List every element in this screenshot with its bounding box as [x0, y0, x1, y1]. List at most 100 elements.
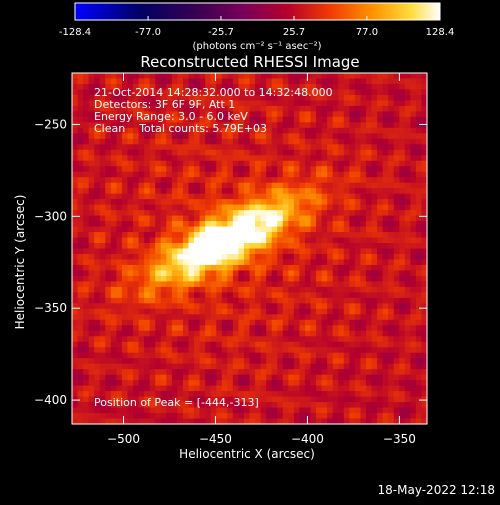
heatmap-cell [194, 330, 201, 337]
heatmap-cell [205, 303, 212, 310]
heatmap-cell [133, 402, 140, 409]
heatmap-cell [338, 253, 345, 261]
heatmap-cell [321, 221, 328, 228]
heatmap-cell [177, 347, 184, 354]
heatmap-cell [188, 188, 195, 195]
heatmap-cell [99, 193, 106, 200]
heatmap-cell [316, 78, 323, 85]
heatmap-cell [277, 330, 284, 337]
heatmap-cell [421, 210, 428, 217]
heatmap-cell [282, 116, 289, 123]
heatmap-cell [205, 155, 212, 162]
heatmap-cell [255, 352, 262, 359]
heatmap-cell [277, 193, 284, 200]
heatmap-cell [360, 177, 367, 184]
heatmap-cell [188, 380, 195, 387]
heatmap-cell [255, 413, 262, 420]
heatmap-cell [343, 171, 350, 178]
heatmap-cell [116, 237, 123, 244]
heatmap-cell [88, 385, 95, 392]
heatmap-cell [410, 155, 417, 162]
heatmap-cell [304, 374, 312, 381]
heatmap-cell [121, 292, 129, 299]
heatmap-cell [227, 116, 234, 123]
heatmap-cell [227, 94, 234, 102]
heatmap-cell [415, 73, 423, 80]
heatmap-cell [121, 144, 129, 151]
heatmap-cell [160, 358, 167, 365]
heatmap-cell [83, 270, 90, 277]
heatmap-cell [133, 286, 140, 293]
heatmap-cell [110, 352, 117, 359]
heatmap-cell [72, 116, 79, 123]
heatmap-cell [182, 380, 190, 387]
heatmap-cell [266, 270, 273, 277]
heatmap-cell [365, 94, 373, 102]
heatmap-cell [349, 166, 356, 173]
heatmap-cell [271, 204, 278, 211]
heatmap-cell [404, 177, 411, 184]
heatmap-cell [327, 275, 334, 282]
heatmap-cell [155, 369, 162, 376]
heatmap-cell [160, 199, 167, 206]
heatmap-cell [232, 281, 240, 288]
heatmap-cell [260, 94, 267, 102]
heatmap-cell [116, 111, 123, 118]
heatmap-cell [188, 286, 195, 293]
heatmap-cell [304, 122, 312, 129]
heatmap-cell [371, 204, 378, 211]
heatmap-cell [166, 413, 173, 420]
heatmap-cell [338, 232, 345, 239]
heatmap-cell [293, 155, 301, 162]
heatmap-cell [72, 199, 79, 206]
heatmap-cell [116, 325, 123, 332]
heatmap-cell [194, 391, 201, 398]
heatmap-cell [255, 188, 262, 195]
heatmap-cell [382, 243, 389, 250]
heatmap-cell [404, 149, 411, 156]
heatmap-cell [382, 413, 389, 420]
heatmap-cell [133, 94, 140, 102]
heatmap-cell [99, 94, 106, 102]
heatmap-cell [205, 407, 212, 414]
heatmap-cell [94, 83, 101, 91]
heatmap-cell [171, 380, 178, 387]
heatmap-cell [349, 210, 356, 217]
heatmap-cell [343, 215, 350, 222]
heatmap-cell [232, 149, 240, 156]
heatmap-cell [293, 308, 301, 315]
heatmap-cell [382, 160, 389, 167]
heatmap-cell [388, 358, 395, 365]
heatmap-cell [138, 193, 145, 200]
heatmap-cell [354, 193, 362, 200]
heatmap-cell [105, 138, 112, 145]
heatmap-cell [332, 330, 339, 337]
heatmap-cell [393, 297, 400, 304]
heatmap-cell [155, 336, 162, 343]
heatmap-cell [216, 111, 223, 118]
heatmap-cell [171, 83, 178, 91]
heatmap-cell [260, 160, 267, 167]
heatmap-cell [221, 308, 228, 315]
heatmap-cell [177, 248, 184, 255]
heatmap-cell [321, 100, 328, 107]
heatmap-cell [304, 358, 312, 365]
heatmap-cell [182, 73, 190, 80]
heatmap-cell [194, 336, 201, 343]
heatmap-cell [166, 144, 173, 151]
heatmap-cell [83, 89, 90, 96]
heatmap-cell [144, 232, 151, 239]
heatmap-cell [77, 402, 84, 409]
heatmap-cell [266, 248, 273, 255]
heatmap-cell [138, 253, 145, 261]
heatmap-cell [160, 144, 167, 151]
heatmap-cell [365, 281, 373, 288]
heatmap-cell [271, 122, 278, 129]
heatmap-cell [182, 292, 190, 299]
heatmap-cell [160, 133, 167, 140]
heatmap-cell [121, 336, 129, 343]
heatmap-cell [360, 248, 367, 255]
heatmap-cell [127, 314, 134, 321]
heatmap-cell [88, 297, 95, 304]
heatmap-cell [271, 232, 278, 239]
